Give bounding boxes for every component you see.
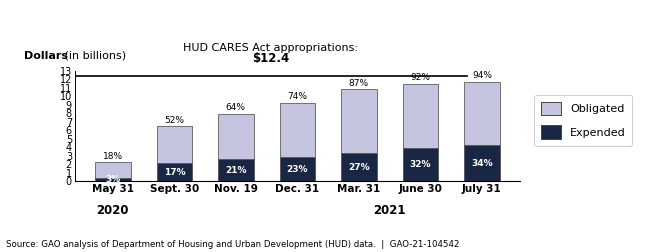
Bar (218, 159, 254, 181)
Bar (402, 148, 438, 181)
Bar (218, 114, 254, 159)
Text: Source: GAO analysis of Department of Housing and Urban Development (HUD) data. : Source: GAO analysis of Department of Ho… (6, 240, 460, 249)
Bar (341, 153, 377, 181)
Bar (280, 157, 315, 181)
Text: 92%: 92% (410, 73, 430, 82)
Text: 27%: 27% (348, 163, 370, 172)
Bar (95, 162, 131, 178)
Text: 23%: 23% (287, 165, 308, 174)
Bar (157, 127, 192, 164)
Text: 18%: 18% (103, 152, 123, 161)
Bar (341, 89, 377, 153)
Text: (in billions): (in billions) (61, 51, 126, 60)
Bar (157, 164, 192, 181)
Text: 32%: 32% (410, 160, 431, 169)
Bar (402, 84, 438, 148)
Bar (464, 145, 500, 181)
Text: 52%: 52% (164, 116, 185, 125)
Legend: Obligated, Expended: Obligated, Expended (534, 95, 632, 146)
Text: 17%: 17% (164, 168, 185, 177)
Text: 87%: 87% (349, 79, 369, 88)
Text: 94%: 94% (472, 71, 492, 80)
Text: 2020: 2020 (97, 204, 129, 217)
Text: 3%: 3% (105, 175, 120, 184)
Text: 64%: 64% (226, 103, 246, 112)
Text: 74%: 74% (287, 92, 307, 102)
Text: 34%: 34% (471, 159, 493, 168)
Text: 2021: 2021 (373, 204, 406, 217)
Bar (464, 82, 500, 145)
Text: 21%: 21% (225, 166, 246, 175)
Bar (280, 103, 315, 157)
Text: HUD CARES Act appropriations:: HUD CARES Act appropriations: (183, 43, 358, 53)
Bar (95, 178, 131, 181)
Text: Dollars: Dollars (23, 51, 68, 60)
Text: $12.4: $12.4 (252, 52, 289, 65)
